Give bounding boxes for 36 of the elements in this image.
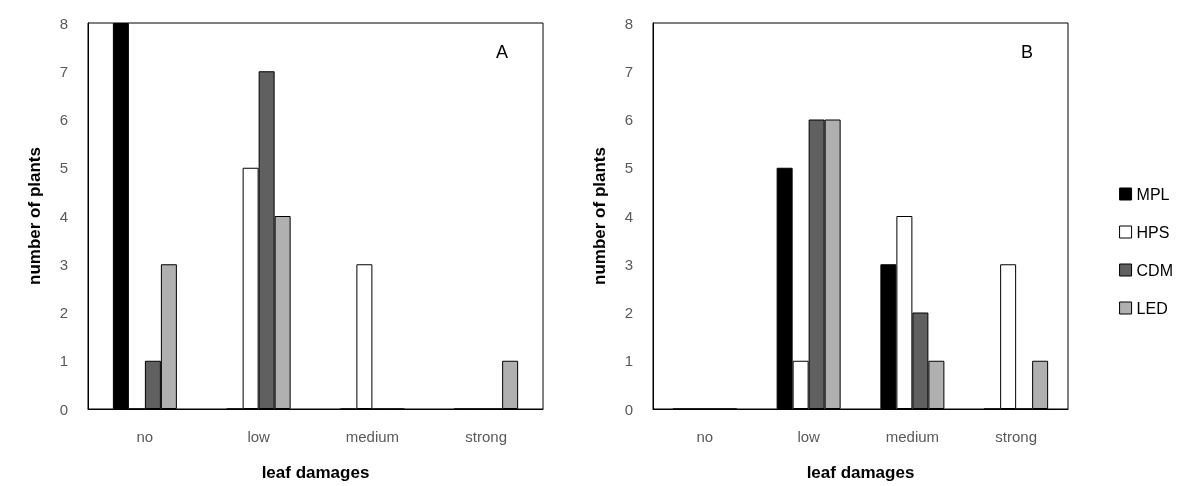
x-tick-label: low bbox=[247, 428, 271, 445]
y-tick-label: 2 bbox=[624, 304, 633, 321]
y-tick-label: 8 bbox=[624, 14, 633, 32]
y-tick-label: 4 bbox=[624, 207, 633, 225]
y-tick-label: 8 bbox=[59, 14, 68, 32]
y-tick-label: 7 bbox=[59, 62, 68, 80]
y-tick-label: 1 bbox=[59, 352, 68, 370]
y-tick-label: 3 bbox=[59, 255, 68, 273]
legend-label: CDM bbox=[1136, 261, 1173, 279]
y-axis-title: number of plants bbox=[590, 147, 609, 285]
y-tick-label: 0 bbox=[624, 400, 633, 418]
y-tick-label: 5 bbox=[624, 159, 633, 177]
legend-label: LED bbox=[1136, 299, 1168, 317]
y-axis-title: number of plants bbox=[25, 147, 44, 285]
x-tick-label: strong bbox=[995, 428, 1037, 445]
y-tick-label: 5 bbox=[59, 159, 68, 177]
y-tick-label: 2 bbox=[59, 304, 68, 321]
y-tick-label: 1 bbox=[624, 352, 633, 370]
x-tick-label: medium bbox=[345, 428, 400, 445]
x-tick-label: no bbox=[696, 428, 714, 445]
y-tick-label: 4 bbox=[59, 207, 68, 225]
x-tick-label: no bbox=[136, 428, 154, 445]
y-tick-label: 6 bbox=[624, 111, 633, 128]
x-axis-title: leaf damages bbox=[261, 463, 370, 482]
x-axis-title: leaf damages bbox=[806, 463, 915, 482]
y-tick-label: 3 bbox=[624, 255, 633, 273]
x-tick-label: strong bbox=[465, 428, 507, 445]
y-tick-label: 0 bbox=[59, 400, 68, 418]
legend-label: MPL bbox=[1136, 185, 1170, 203]
y-tick-label: 6 bbox=[59, 111, 68, 128]
annotation: B bbox=[1020, 42, 1034, 62]
x-tick-label: medium bbox=[885, 428, 940, 445]
x-tick-label: low bbox=[797, 428, 821, 445]
annotation: A bbox=[495, 42, 509, 62]
legend-label: HPS bbox=[1136, 223, 1170, 241]
y-tick-label: 7 bbox=[624, 62, 633, 80]
